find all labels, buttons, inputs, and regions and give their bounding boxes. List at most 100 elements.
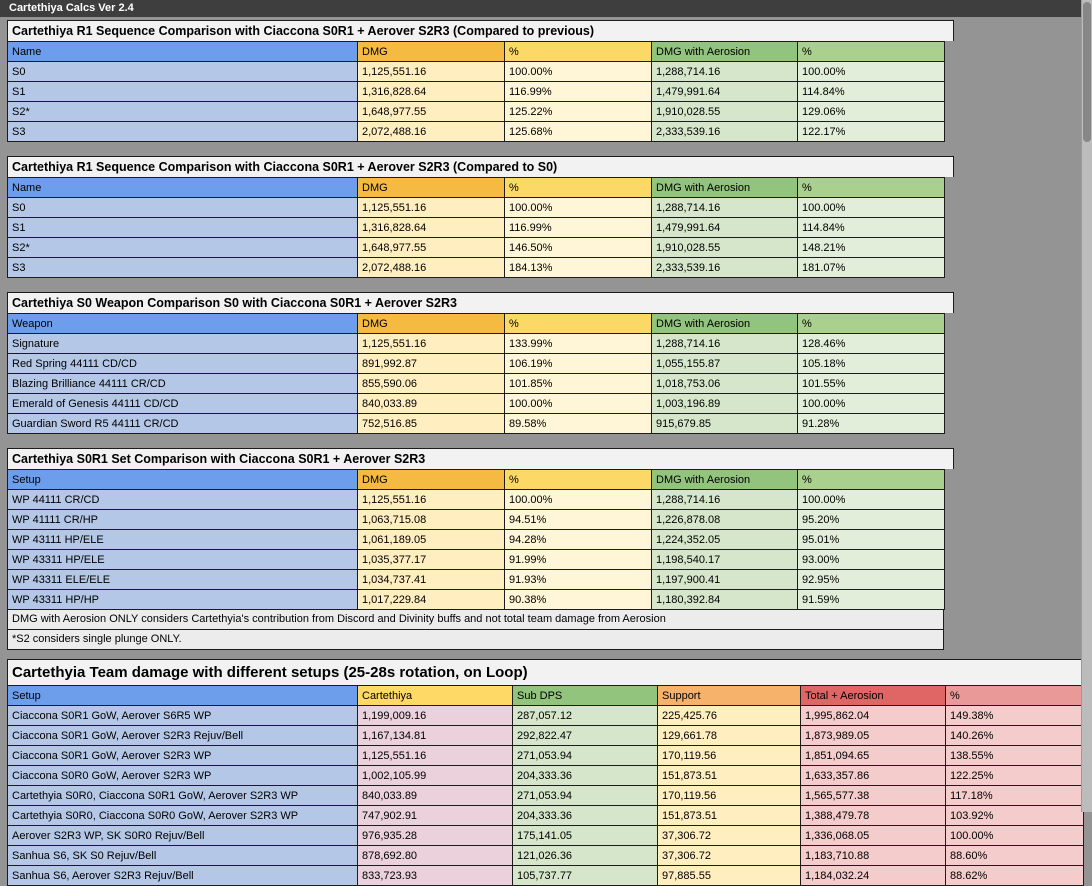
value-cell[interactable]: 149.38% (945, 705, 1084, 726)
value-cell[interactable]: 105,737.77 (512, 865, 658, 886)
value-cell[interactable]: 1,633,357.86 (800, 765, 946, 786)
row-label-cell[interactable]: Sanhua S6, SK S0 Rejuv/Bell (7, 845, 358, 866)
value-cell[interactable]: 1,125,551.16 (357, 197, 505, 218)
row-label-cell[interactable]: WP 44111 CR/CD (7, 489, 358, 510)
row-label-cell[interactable]: Cartethyia S0R0, Ciaccona S0R1 GoW, Aero… (7, 785, 358, 806)
row-label-cell[interactable]: S2* (7, 101, 358, 122)
value-cell[interactable]: 101.55% (797, 373, 945, 394)
value-cell[interactable]: 133.99% (504, 333, 652, 354)
value-cell[interactable]: 94.51% (504, 509, 652, 530)
value-cell[interactable]: 1,910,028.55 (651, 237, 798, 258)
value-cell[interactable]: 840,033.89 (357, 393, 505, 414)
value-cell[interactable]: 88.60% (945, 845, 1084, 866)
value-cell[interactable]: 1,336,068.05 (800, 825, 946, 846)
value-cell[interactable]: 117.18% (945, 785, 1084, 806)
value-cell[interactable]: 181.07% (797, 257, 945, 278)
value-cell[interactable]: 1,648,977.55 (357, 101, 505, 122)
column-header-dmg-with-aerosion[interactable]: DMG with Aerosion (651, 41, 798, 62)
value-cell[interactable]: 95.20% (797, 509, 945, 530)
value-cell[interactable]: 116.99% (504, 217, 652, 238)
row-label-cell[interactable]: Aerover S2R3 WP, SK S0R0 Rejuv/Bell (7, 825, 358, 846)
row-label-cell[interactable]: Ciaccona S0R0 GoW, Aerover S2R3 WP (7, 765, 358, 786)
value-cell[interactable]: 2,333,539.16 (651, 257, 798, 278)
value-cell[interactable]: 833,723.93 (357, 865, 513, 886)
column-header-pct-2[interactable]: % (504, 469, 652, 490)
value-cell[interactable]: 1,648,977.55 (357, 237, 505, 258)
value-cell[interactable]: 95.01% (797, 529, 945, 550)
value-cell[interactable]: 88.62% (945, 865, 1084, 886)
value-cell[interactable]: 151,873.51 (657, 765, 801, 786)
value-cell[interactable]: 91.28% (797, 413, 945, 434)
value-cell[interactable]: 170,119.56 (657, 745, 801, 766)
value-cell[interactable]: 855,590.06 (357, 373, 505, 394)
value-cell[interactable]: 122.25% (945, 765, 1084, 786)
value-cell[interactable]: 271,053.94 (512, 745, 658, 766)
value-cell[interactable]: 114.84% (797, 217, 945, 238)
value-cell[interactable]: 1,565,577.38 (800, 785, 946, 806)
value-cell[interactable]: 1,288,714.16 (651, 61, 798, 82)
row-label-cell[interactable]: WP 43311 HP/HP (7, 589, 358, 610)
value-cell[interactable]: 122.17% (797, 121, 945, 142)
value-cell[interactable]: 89.58% (504, 413, 652, 434)
value-cell[interactable]: 891,992.87 (357, 353, 505, 374)
value-cell[interactable]: 1,125,551.16 (357, 489, 505, 510)
row-label-cell[interactable]: S3 (7, 257, 358, 278)
value-cell[interactable]: 1,017,229.84 (357, 589, 505, 610)
row-label-cell[interactable]: Red Spring 44111 CD/CD (7, 353, 358, 374)
row-label-cell[interactable]: WP 43311 ELE/ELE (7, 569, 358, 590)
value-cell[interactable]: 100.00% (504, 197, 652, 218)
value-cell[interactable]: 100.00% (504, 61, 652, 82)
row-label-cell[interactable]: S3 (7, 121, 358, 142)
row-label-cell[interactable]: Ciaccona S0R1 GoW, Aerover S6R5 WP (7, 705, 358, 726)
value-cell[interactable]: 1,035,377.17 (357, 549, 505, 570)
value-cell[interactable]: 100.00% (797, 393, 945, 414)
value-cell[interactable]: 106.19% (504, 353, 652, 374)
column-header-pct-4[interactable]: % (797, 469, 945, 490)
value-cell[interactable]: 1,184,032.24 (800, 865, 946, 886)
row-label-cell[interactable]: S0 (7, 61, 358, 82)
value-cell[interactable]: 1,288,714.16 (651, 197, 798, 218)
value-cell[interactable]: 114.84% (797, 81, 945, 102)
value-cell[interactable]: 292,822.47 (512, 725, 658, 746)
value-cell[interactable]: 1,183,710.88 (800, 845, 946, 866)
row-label-cell[interactable]: Ciaccona S0R1 GoW, Aerover S2R3 Rejuv/Be… (7, 725, 358, 746)
value-cell[interactable]: 140.26% (945, 725, 1084, 746)
vertical-scrollbar[interactable] (1081, 0, 1092, 812)
value-cell[interactable]: 840,033.89 (357, 785, 513, 806)
column-header-weapon[interactable]: Weapon (7, 313, 358, 334)
column-header-setup[interactable]: Setup (7, 685, 358, 706)
value-cell[interactable]: 1,003,196.89 (651, 393, 798, 414)
value-cell[interactable]: 878,692.80 (357, 845, 513, 866)
value-cell[interactable]: 121,026.36 (512, 845, 658, 866)
value-cell[interactable]: 976,935.28 (357, 825, 513, 846)
value-cell[interactable]: 100.00% (797, 61, 945, 82)
value-cell[interactable]: 125.22% (504, 101, 652, 122)
row-label-cell[interactable]: Sanhua S6, Aerover S2R3 Rejuv/Bell (7, 865, 358, 886)
column-header-dmg[interactable]: DMG (357, 177, 505, 198)
row-label-cell[interactable]: Cartethyia S0R0, Ciaccona S0R0 GoW, Aero… (7, 805, 358, 826)
value-cell[interactable]: 105.18% (797, 353, 945, 374)
value-cell[interactable]: 94.28% (504, 529, 652, 550)
row-label-cell[interactable]: S2* (7, 237, 358, 258)
row-label-cell[interactable]: Ciaccona S0R1 GoW, Aerover S2R3 WP (7, 745, 358, 766)
value-cell[interactable]: 100.00% (504, 489, 652, 510)
column-header-dmg-with-aerosion[interactable]: DMG with Aerosion (651, 469, 798, 490)
row-label-cell[interactable]: S1 (7, 81, 358, 102)
value-cell[interactable]: 1,034,737.41 (357, 569, 505, 590)
value-cell[interactable]: 1,479,991.64 (651, 81, 798, 102)
value-cell[interactable]: 1,226,878.08 (651, 509, 798, 530)
column-header-support[interactable]: Support (657, 685, 801, 706)
value-cell[interactable]: 129.06% (797, 101, 945, 122)
value-cell[interactable]: 271,053.94 (512, 785, 658, 806)
value-cell[interactable]: 1,224,352.05 (651, 529, 798, 550)
value-cell[interactable]: 1,288,714.16 (651, 489, 798, 510)
value-cell[interactable]: 92.95% (797, 569, 945, 590)
row-label-cell[interactable]: S1 (7, 217, 358, 238)
value-cell[interactable]: 915,679.85 (651, 413, 798, 434)
value-cell[interactable]: 752,516.85 (357, 413, 505, 434)
value-cell[interactable]: 148.21% (797, 237, 945, 258)
value-cell[interactable]: 1,197,900.41 (651, 569, 798, 590)
value-cell[interactable]: 100.00% (504, 393, 652, 414)
column-header-dmg[interactable]: DMG (357, 313, 505, 334)
value-cell[interactable]: 100.00% (797, 197, 945, 218)
